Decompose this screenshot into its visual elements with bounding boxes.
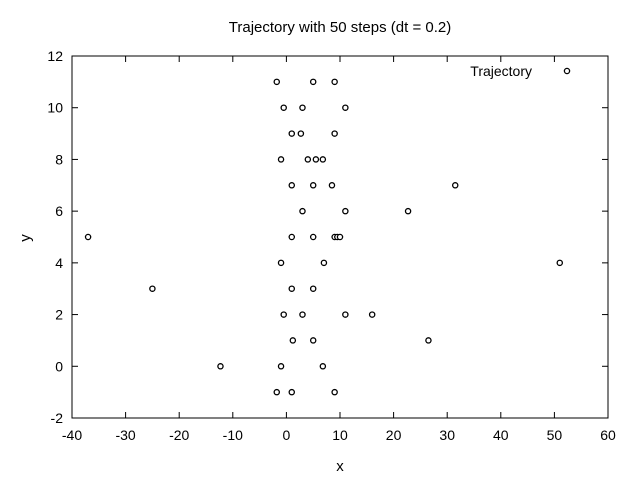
data-point	[277, 156, 285, 163]
data-point	[217, 363, 224, 370]
data-point	[289, 337, 297, 344]
x-tick-label: 30	[439, 427, 455, 443]
data-point	[331, 130, 338, 137]
data-point	[320, 259, 328, 267]
data-point	[309, 182, 317, 189]
data-point	[328, 182, 336, 189]
data-point	[273, 388, 281, 396]
x-tick-label: -40	[62, 427, 82, 443]
data-point	[309, 233, 317, 241]
x-tick-label: 0	[283, 427, 291, 443]
y-axis-label: y	[17, 234, 34, 242]
y-tick-label: 12	[47, 48, 63, 64]
x-tick-label: 40	[493, 427, 509, 443]
data-point	[84, 233, 92, 241]
legend-label: Trajectory	[470, 63, 532, 79]
data-point	[404, 207, 412, 215]
data-point	[304, 156, 312, 163]
x-tick-label: 10	[332, 427, 348, 443]
x-tick-label: -10	[223, 427, 243, 443]
data-point	[556, 259, 564, 267]
data-point	[288, 388, 296, 396]
data-point	[280, 104, 287, 111]
data-point	[288, 182, 296, 189]
y-tick-label: 0	[55, 358, 63, 374]
legend-marker	[563, 67, 571, 75]
y-tick-label: 8	[55, 151, 63, 167]
data-point	[331, 388, 338, 396]
y-tick-label: -2	[51, 410, 64, 426]
data-point	[288, 233, 296, 241]
data-point	[342, 311, 349, 318]
x-tick-label: -20	[169, 427, 189, 443]
x-tick-label: 60	[600, 427, 616, 443]
y-tick-label: 2	[55, 307, 63, 323]
trajectory-series	[84, 78, 564, 396]
data-point	[319, 156, 327, 163]
data-point	[299, 104, 306, 111]
y-axis: -2 0 2 4 6 8 10 12	[47, 48, 608, 426]
x-tick-label: 20	[386, 427, 402, 443]
data-point	[297, 130, 305, 137]
x-axis-label: x	[336, 458, 344, 475]
data-point	[451, 182, 459, 189]
data-point	[312, 156, 320, 163]
data-point	[280, 311, 287, 318]
data-point	[288, 285, 296, 292]
x-tick-label: -30	[115, 427, 135, 443]
data-point	[309, 78, 317, 86]
data-point	[277, 259, 285, 267]
y-tick-label: 6	[55, 203, 63, 219]
data-point	[299, 207, 306, 215]
data-point	[368, 311, 376, 318]
data-point	[319, 363, 327, 370]
data-point	[309, 337, 317, 344]
data-point	[277, 363, 285, 370]
legend: Trajectory	[470, 63, 571, 79]
x-tick-label: 50	[547, 427, 563, 443]
data-point	[336, 233, 344, 241]
data-point	[299, 311, 306, 318]
data-point	[342, 104, 349, 111]
y-tick-label: 10	[47, 100, 63, 116]
y-tick-label: 4	[55, 255, 63, 271]
chart-title: Trajectory with 50 steps (dt = 0.2)	[229, 19, 451, 36]
data-point	[342, 207, 349, 215]
data-point	[288, 130, 296, 137]
data-point	[331, 78, 338, 86]
data-point	[309, 285, 317, 292]
data-point	[425, 337, 432, 344]
data-point	[149, 285, 156, 292]
x-axis: -40 -30 -20 -10 0 10 20 30 40 50 60	[62, 56, 616, 443]
data-point	[273, 78, 281, 86]
